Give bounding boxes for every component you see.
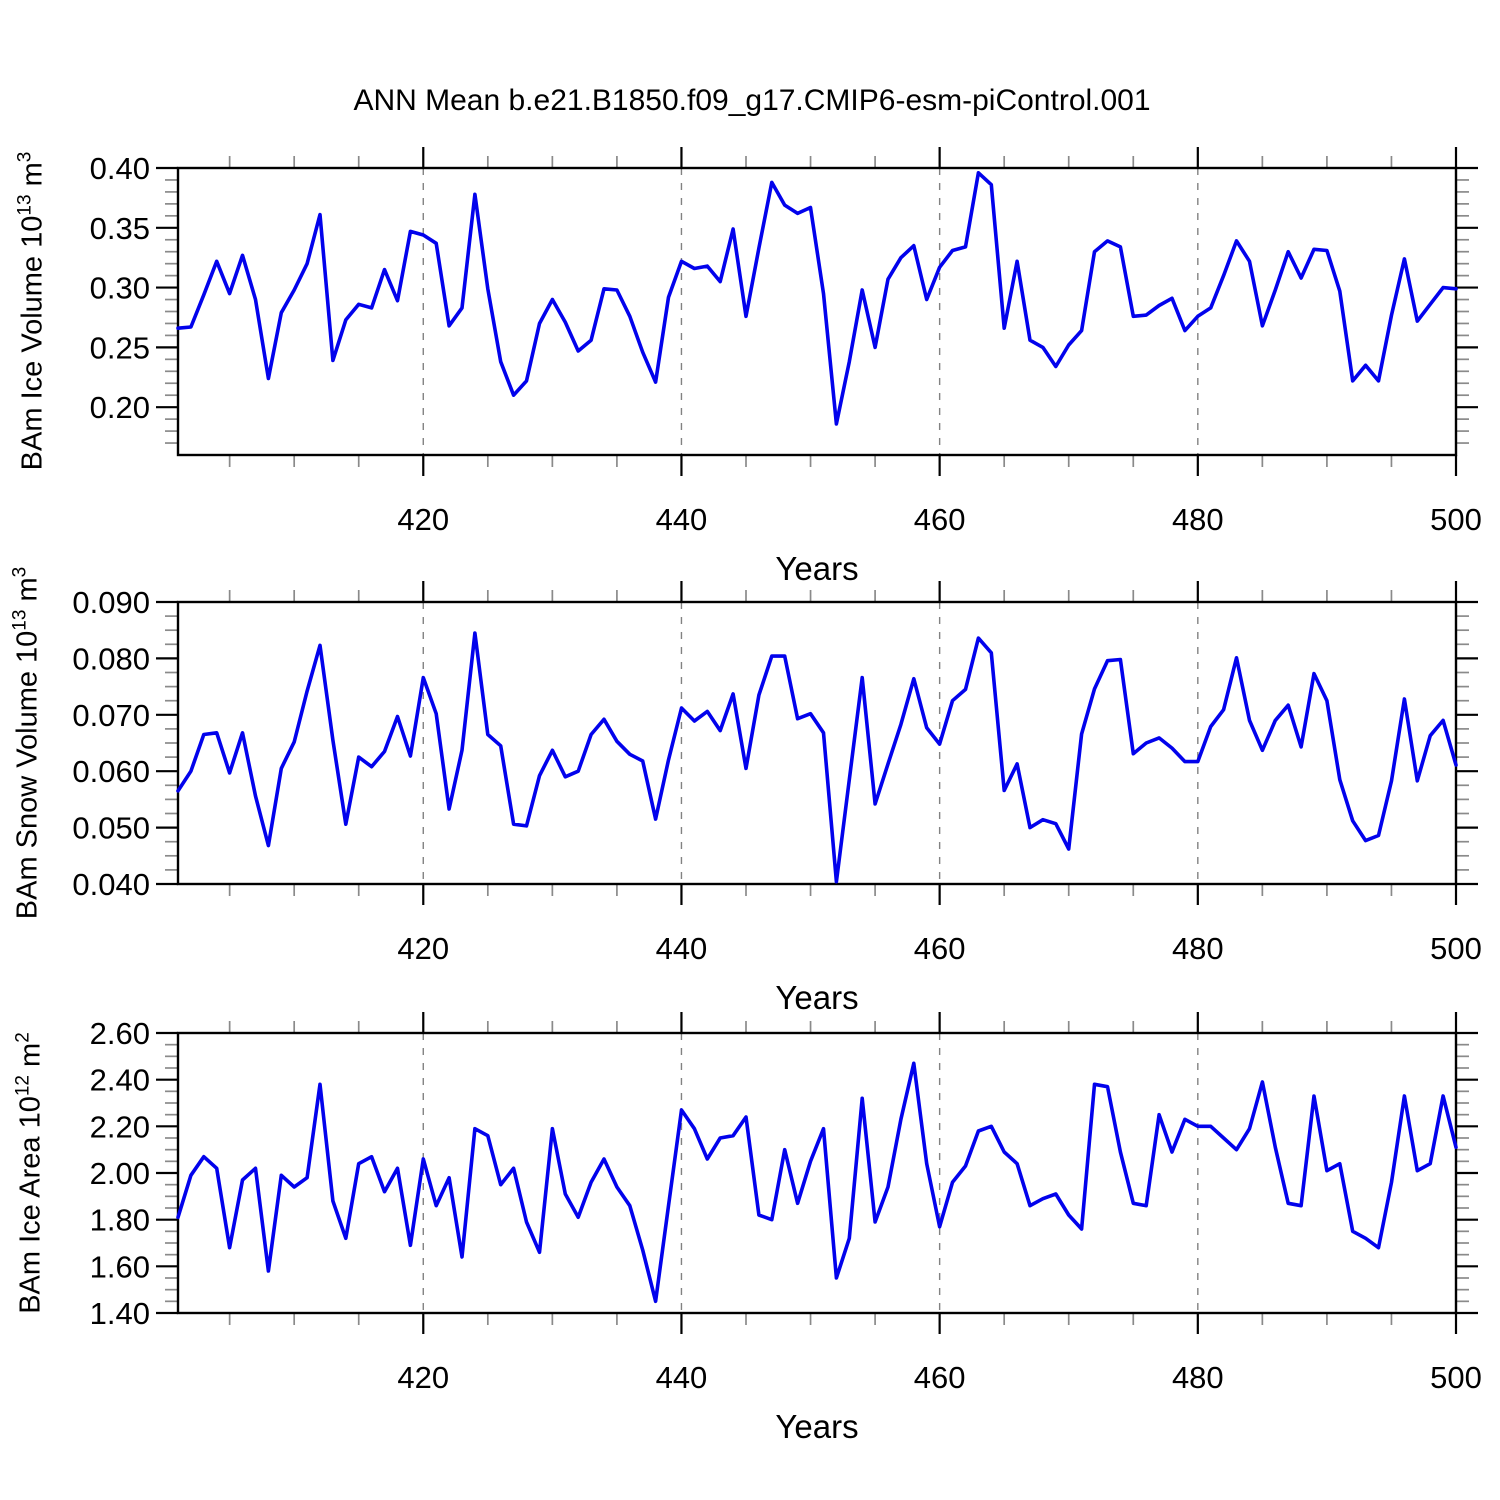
y-axis-title-unit-exponent: 2	[12, 1032, 34, 1043]
y-axis-tick-label: 2.40	[90, 1063, 150, 1098]
y-axis-tick-label: 0.090	[72, 585, 150, 620]
x-axis-tick-label: 440	[656, 502, 708, 537]
y-axis-tick-label: 0.35	[90, 211, 150, 246]
y-axis-tick-label: 0.080	[72, 641, 150, 676]
y-axis-tick-label: 0.40	[90, 151, 150, 186]
data-series-line	[176, 1061, 1458, 1304]
x-axis-tick-label: 480	[1172, 1360, 1224, 1395]
y-axis-tick-label: 1.80	[90, 1203, 150, 1238]
ice-volume-chart: 420 440 460 480 500 0.20 0.25 0.30 0.35 0.40	[90, 147, 1482, 537]
x-axis-tick-label: 460	[914, 502, 966, 537]
y-axis-title-unit-exponent: 3	[9, 566, 31, 578]
y-axis-title-exponent: 13	[9, 609, 31, 631]
y-axis-tick-label: 0.070	[72, 698, 150, 733]
y-axis-tick-label: 0.30	[90, 271, 150, 306]
y-axis-tick-label: 0.20	[90, 390, 150, 425]
x-axis-tick-label: 460	[914, 1360, 966, 1395]
y-axis-tick-label: 2.00	[90, 1156, 150, 1191]
x-axis-tick-label: 500	[1430, 1360, 1482, 1395]
y-axis-tick-label: 0.050	[72, 811, 150, 846]
y-axis-title: BAm Ice Area 1012 m2	[13, 1032, 48, 1314]
plot-frame	[176, 166, 1458, 457]
data-series-line	[176, 631, 1458, 884]
y-axis-title-unit: m	[14, 1042, 47, 1076]
data-series-line	[176, 170, 1458, 426]
x-axis-title: Years	[775, 550, 859, 587]
plot-frame	[176, 600, 1458, 886]
y-axis-title-text: BAm Snow Volume 10	[11, 630, 44, 920]
y-axis-title: BAm Ice Volume 1013 m3	[15, 152, 50, 471]
x-axis-tick-label: 500	[1430, 502, 1482, 537]
y-axis-title-exponent: 12	[12, 1075, 34, 1097]
y-axis-tick-label: 2.60	[90, 1016, 150, 1051]
x-axis-title: Years	[775, 979, 859, 1016]
x-axis-tick-label: 420	[397, 931, 449, 966]
x-axis-tick-label: 440	[656, 1360, 708, 1395]
x-axis-title: Years	[775, 1408, 859, 1445]
y-axis-title-unit: m	[16, 162, 49, 195]
y-axis-title-text: BAm Ice Volume 10	[16, 215, 49, 471]
y-axis-title: BAm Snow Volume 1013 m3	[10, 567, 45, 919]
y-axis-tick-label: 0.060	[72, 754, 150, 789]
y-axis-title-text: BAm Ice Area 10	[14, 1096, 47, 1314]
y-axis-tick-label: 0.040	[72, 867, 150, 902]
y-axis-tick-label: 1.40	[90, 1296, 150, 1331]
y-axis-title-unit: m	[11, 577, 44, 610]
x-axis-tick-label: 480	[1172, 502, 1224, 537]
x-axis-tick-label: 420	[397, 1360, 449, 1395]
plot-frame	[176, 1031, 1458, 1315]
x-axis-tick-label: 420	[397, 502, 449, 537]
figure-title: ANN Mean b.e21.B1850.f09_g17.CMIP6-esm-p…	[353, 84, 1151, 117]
x-axis-tick-label: 480	[1172, 931, 1224, 966]
ice-area-chart: 420 440 460 480 500 1.40 1.60 1.80 2.00 2.20 2.40 2…	[90, 1012, 1482, 1395]
x-axis-tick-label: 440	[656, 931, 708, 966]
x-axis-tick-label: 500	[1430, 931, 1482, 966]
snow-volume-chart: 420 440 460 480 500 0.040 0.050 0.060 0.070 0.080…	[72, 581, 1482, 966]
y-axis-title-unit-exponent: 3	[14, 151, 36, 163]
y-axis-tick-label: 1.60	[90, 1249, 150, 1284]
y-axis-tick-label: 0.25	[90, 330, 150, 365]
y-axis-tick-label: 2.20	[90, 1109, 150, 1144]
y-axis-title-exponent: 13	[14, 194, 36, 216]
x-axis-tick-label: 460	[914, 931, 966, 966]
